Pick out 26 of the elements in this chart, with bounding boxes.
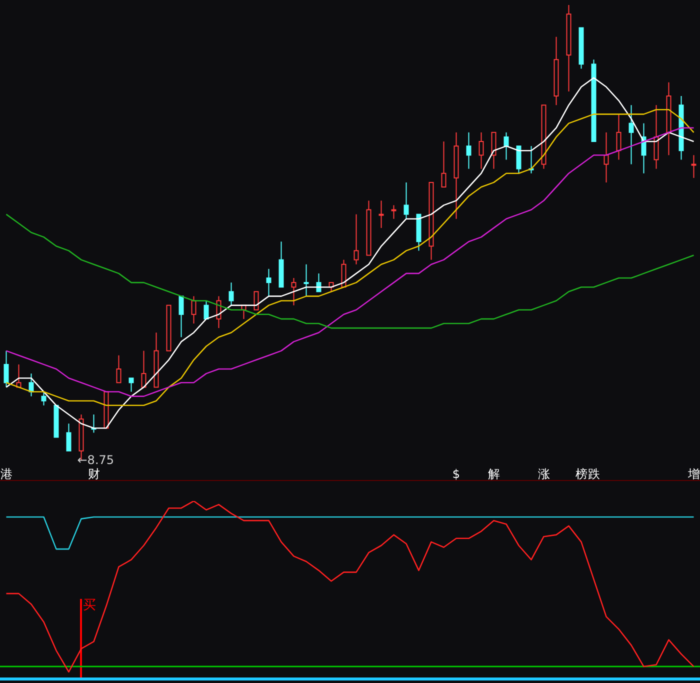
x-tick-label: $ xyxy=(452,467,460,481)
x-tick-label: 榜 xyxy=(575,467,588,481)
series-label: 买 xyxy=(83,598,96,613)
candlestick xyxy=(391,204,396,220)
annotation: ←8.75 xyxy=(77,453,114,467)
x-tick-label: 财 xyxy=(88,467,100,481)
x-tick-label: 港 xyxy=(0,467,12,481)
candlestick xyxy=(266,268,272,297)
candlestick xyxy=(378,200,384,228)
candlestick xyxy=(466,132,472,170)
candlestick xyxy=(454,132,459,220)
candlestick xyxy=(628,104,634,165)
x-tick-label: 涨 xyxy=(538,467,550,481)
candlestick xyxy=(678,96,684,160)
x-tick-label: 增 xyxy=(686,467,700,481)
candlestick xyxy=(554,36,559,106)
candlestick xyxy=(616,114,622,160)
x-tick-label: 解 xyxy=(488,467,500,481)
candlestick xyxy=(478,132,484,170)
x-tick-label: 跌 xyxy=(588,467,600,481)
candlestick xyxy=(604,132,609,183)
candlestick xyxy=(654,104,659,170)
candlestick xyxy=(304,264,309,297)
candlestick xyxy=(691,154,696,178)
candlestick xyxy=(666,82,672,156)
candlestick xyxy=(566,5,572,92)
